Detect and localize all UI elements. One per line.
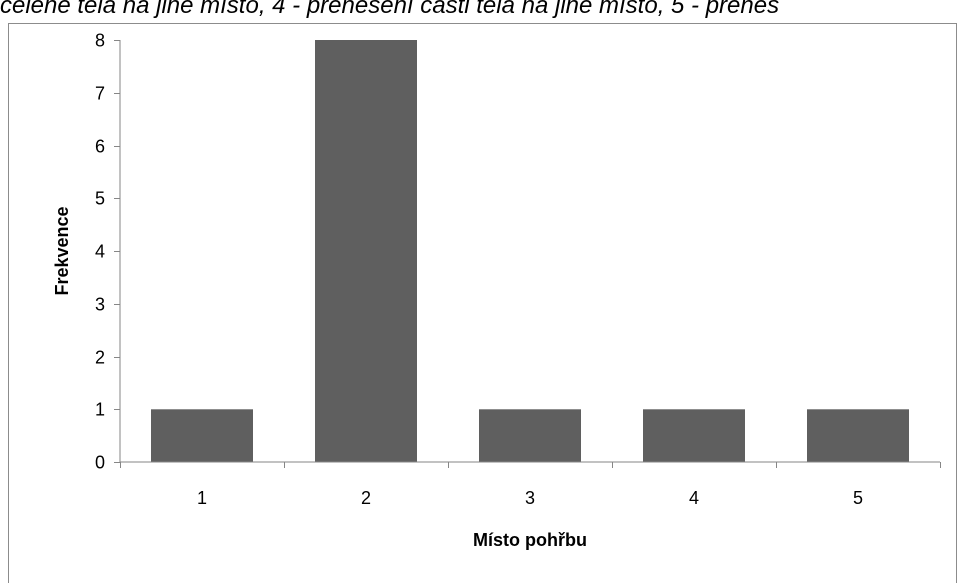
x-tick-label: 1 <box>197 488 207 508</box>
y-tick-label: 5 <box>95 189 105 209</box>
y-tick-label: 0 <box>95 453 105 473</box>
bar-5 <box>807 409 909 463</box>
x-tick-label: 3 <box>525 488 535 508</box>
x-tick-label: 4 <box>689 488 699 508</box>
bar-1 <box>151 409 253 463</box>
x-tick-label: 5 <box>853 488 863 508</box>
figure-caption: celené těla na jiné místo, 4 - přenesení… <box>0 0 780 19</box>
y-tick-labels: 0 1 2 3 4 5 6 7 8 <box>95 31 105 473</box>
bar-4 <box>643 409 745 463</box>
y-tick-label: 6 <box>95 137 105 157</box>
x-axis-title: Místo pohřbu <box>473 530 587 550</box>
y-tick-label: 7 <box>95 84 105 104</box>
x-tick-label: 2 <box>361 488 371 508</box>
y-tick-label: 1 <box>95 400 105 420</box>
axes-group <box>114 40 941 468</box>
bars-group <box>151 40 909 463</box>
bar-2 <box>315 40 417 462</box>
bar-3 <box>479 409 581 463</box>
y-tick-label: 8 <box>95 31 105 51</box>
y-tick-label: 2 <box>95 348 105 368</box>
x-tick-labels: 1 2 3 4 5 <box>197 488 863 508</box>
y-tick-label: 3 <box>95 295 105 315</box>
chart-frame <box>8 23 957 583</box>
y-tick-label: 4 <box>95 242 105 262</box>
y-axis-title: Frekvence <box>52 206 72 295</box>
